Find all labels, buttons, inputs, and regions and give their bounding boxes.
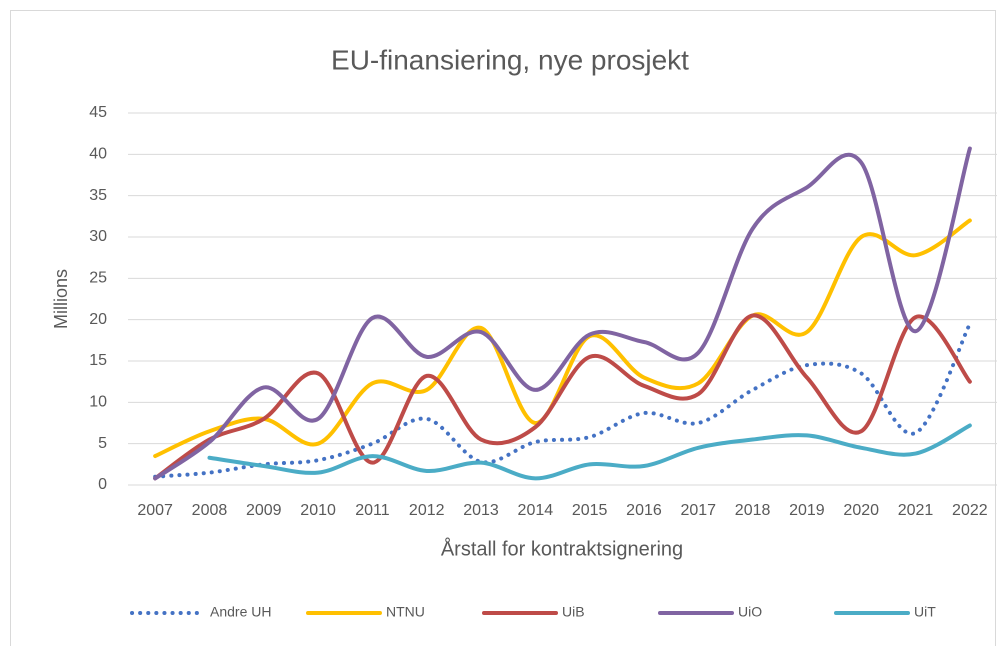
series-line bbox=[153, 313, 972, 481]
x-tick-label: 2022 bbox=[952, 502, 988, 519]
series-line bbox=[153, 218, 972, 459]
x-tick-label: 2007 bbox=[137, 502, 173, 519]
x-tick-label: 2009 bbox=[246, 502, 282, 519]
chart-title: EU-finansiering, nye prosjekt bbox=[331, 44, 689, 75]
legend-label: UiT bbox=[914, 604, 936, 620]
series-line bbox=[207, 423, 972, 481]
x-tick-label: 2010 bbox=[300, 502, 336, 519]
y-axis-label: Millions bbox=[51, 269, 71, 329]
x-tick-label: 2017 bbox=[680, 502, 716, 519]
legend-label: UiO bbox=[738, 604, 762, 620]
legend-label: UiB bbox=[562, 604, 585, 620]
y-tick-label: 5 bbox=[98, 435, 107, 452]
x-tick-label: 2011 bbox=[355, 502, 390, 519]
x-tick-label: 2013 bbox=[463, 502, 499, 519]
x-tick-label: 2021 bbox=[898, 502, 934, 519]
y-tick-label: 20 bbox=[89, 311, 107, 328]
y-tick-label: 15 bbox=[89, 352, 107, 369]
x-tick-label: 2020 bbox=[843, 502, 879, 519]
x-tick-label: 2019 bbox=[789, 502, 825, 519]
x-tick-label: 2014 bbox=[518, 502, 554, 519]
series-line bbox=[153, 146, 972, 481]
x-tick-label: 2008 bbox=[192, 502, 228, 519]
x-tick-label: 2015 bbox=[572, 502, 608, 519]
chart-border bbox=[10, 10, 996, 646]
series-line bbox=[153, 321, 972, 479]
x-tick-label: 2016 bbox=[626, 502, 662, 519]
y-tick-label: 25 bbox=[89, 270, 107, 287]
x-tick-label: 2018 bbox=[735, 502, 771, 519]
y-tick-label: 0 bbox=[98, 476, 107, 493]
y-tick-label: 10 bbox=[89, 394, 107, 411]
legend-label: Andre UH bbox=[210, 604, 271, 620]
y-tick-label: 40 bbox=[89, 146, 107, 163]
y-tick-label: 45 bbox=[89, 104, 107, 121]
x-axis-label: Årstall for kontraktsignering bbox=[441, 537, 683, 560]
legend-label: NTNU bbox=[386, 604, 425, 620]
y-tick-label: 30 bbox=[89, 228, 107, 245]
y-tick-label: 35 bbox=[89, 187, 107, 204]
x-tick-label: 2012 bbox=[409, 502, 445, 519]
